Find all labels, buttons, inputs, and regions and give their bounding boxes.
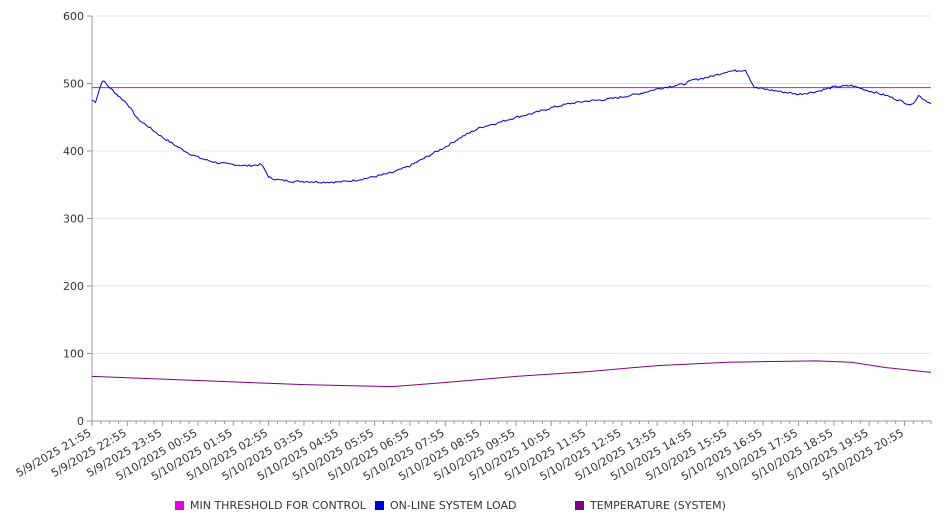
y-tick-label: 400 [63,145,84,158]
gridlines [92,15,931,354]
y-tick-label: 200 [63,280,84,293]
y-tick-label: 300 [63,213,84,226]
y-tick-label: 500 [63,78,84,91]
legend: MIN THRESHOLD FOR CONTROL ON-LINE SYSTEM … [175,499,726,512]
legend-swatch [375,501,384,510]
legend-label: TEMPERATURE (SYSTEM) [589,499,726,512]
series-line-on-line-system-load [91,69,932,184]
y-tick-label: 100 [63,348,84,361]
legend-label: MIN THRESHOLD FOR CONTROL [190,499,367,512]
legend-swatch [175,501,184,510]
legend-swatch [575,501,584,510]
series-lines [91,69,932,388]
legend-label: ON-LINE SYSTEM LOAD [390,499,516,512]
series-line-temperature-system [91,360,932,388]
y-tick-label: 600 [63,10,84,23]
y-tick-label: 0 [77,415,84,428]
